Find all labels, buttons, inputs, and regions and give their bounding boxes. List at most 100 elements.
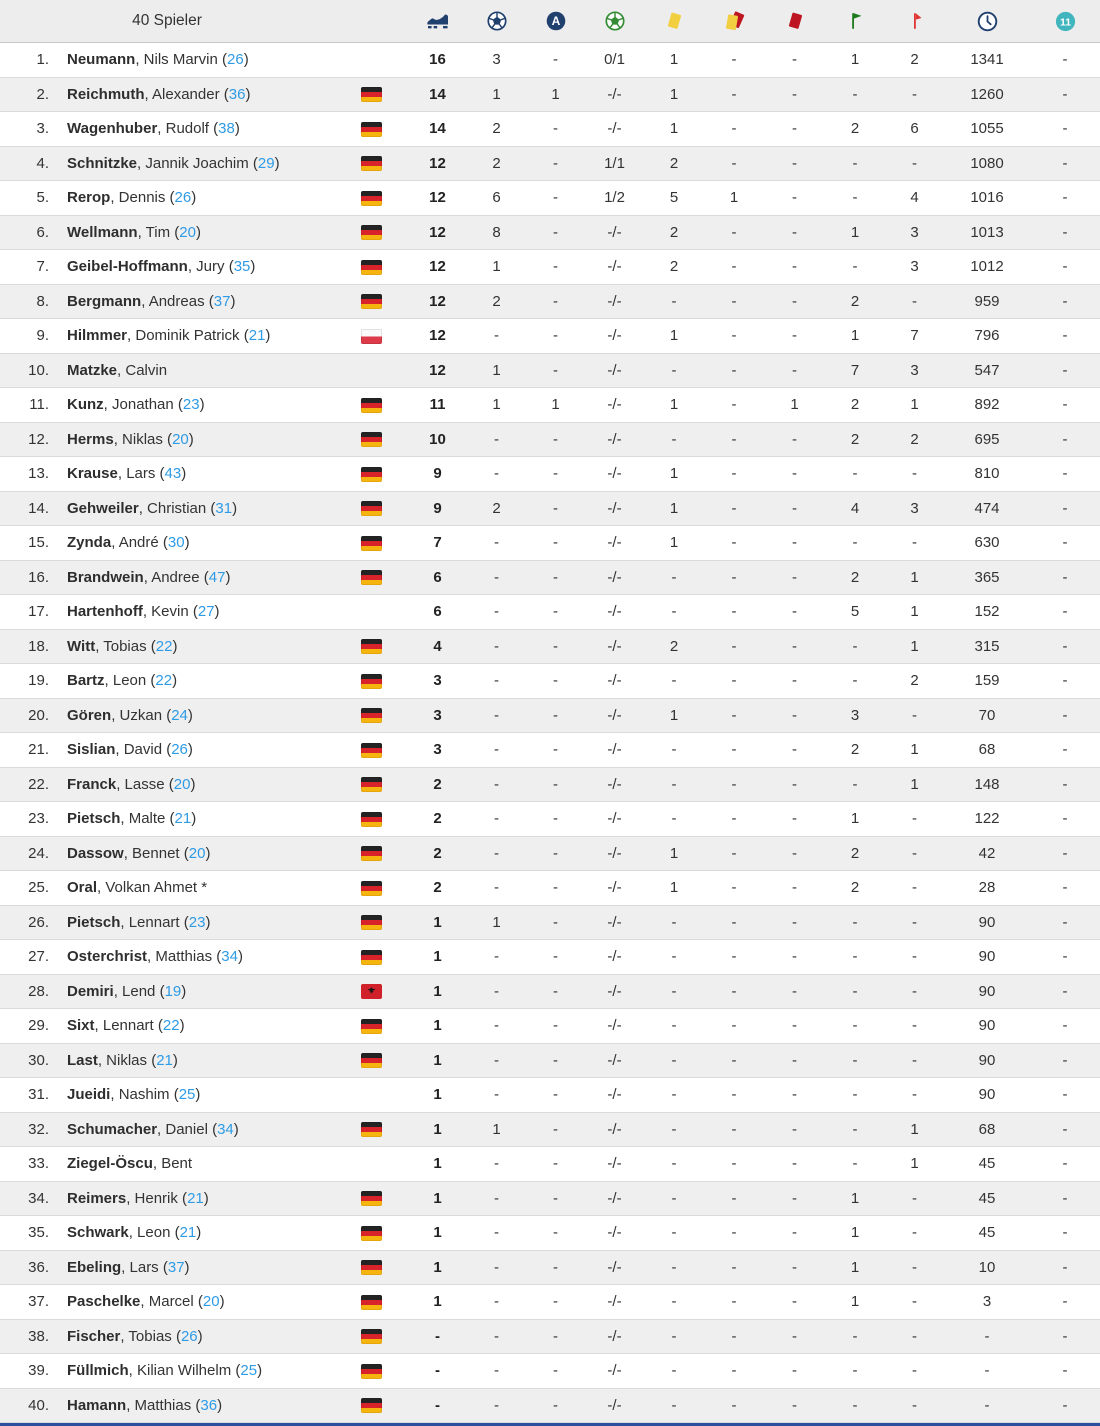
subbed-out-cell: - (885, 146, 945, 181)
yellow-cards-cell: - (644, 1008, 705, 1044)
player-name-link[interactable]: Schwark, Leon (21) (67, 1224, 202, 1242)
player-name-link[interactable]: Füllmich, Kilian Wilhelm (25) (67, 1362, 263, 1380)
player-age-link[interactable]: 25 (178, 1086, 196, 1104)
player-name-link[interactable]: Schumacher, Daniel (34) (67, 1120, 239, 1138)
player-age-link[interactable]: 21 (156, 1051, 173, 1069)
player-name-link[interactable]: Jueidi, Nashim (25) (67, 1086, 201, 1104)
player-name-link[interactable]: Pietsch, Lennart (23) (67, 913, 211, 931)
player-age-link[interactable]: 23 (188, 913, 206, 931)
player-name-link[interactable]: Gehweiler, Christian (31) (67, 499, 238, 517)
player-name-link[interactable]: Reichmuth, Alexander (36) (67, 85, 251, 103)
player-age-link[interactable]: 26 (180, 1327, 198, 1345)
starting-eleven-column-header[interactable]: 11 (1030, 0, 1100, 43)
player-age-link[interactable]: 20 (188, 844, 206, 862)
player-name-link[interactable]: Oral, Volkan Ahmet * (67, 879, 208, 897)
player-name-link[interactable]: Wellmann, Tim (20) (67, 223, 201, 241)
player-surname: Wellmann (67, 223, 138, 241)
player-name-link[interactable]: Sixt, Lennart (22) (67, 1017, 185, 1035)
player-age-link[interactable]: 26 (174, 189, 192, 207)
player-age-link[interactable]: 20 (202, 1293, 220, 1311)
player-name-link[interactable]: Matzke, Calvin (67, 361, 168, 379)
player-age-link[interactable]: 20 (173, 775, 191, 793)
assists-column-header[interactable]: A (526, 0, 586, 43)
player-age-link[interactable]: 22 (155, 637, 173, 655)
player-age-link[interactable]: 47 (208, 568, 226, 586)
player-age-link[interactable]: 25 (240, 1362, 258, 1380)
player-age-link[interactable]: 37 (213, 292, 231, 310)
yellow-cards-column-header[interactable] (644, 0, 705, 43)
player-age-link[interactable]: 23 (182, 396, 200, 414)
player-name-link[interactable]: Hilmmer, Dominik Patrick (21) (67, 327, 271, 345)
player-age-link[interactable]: 36 (228, 85, 246, 103)
player-name-link[interactable]: Osterchrist, Matthias (34) (67, 948, 243, 966)
player-name-link[interactable]: Last, Niklas (21) (67, 1051, 178, 1069)
player-age-link[interactable]: 43 (164, 465, 182, 483)
player-age-link[interactable]: 21 (187, 1189, 204, 1207)
player-age-link[interactable]: 21 (179, 1224, 197, 1242)
player-age-link[interactable]: 26 (171, 741, 188, 759)
player-name-link[interactable]: Brandwein, Andree (47) (67, 568, 231, 586)
player-name-link[interactable]: Geibel-Hoffmann, Jury (35) (67, 258, 256, 276)
player-name-link[interactable]: Krause, Lars (43) (67, 465, 187, 483)
player-name-link[interactable]: Zynda, André (30) (67, 534, 190, 552)
player-name-link[interactable]: Paschelke, Marcel (20) (67, 1293, 225, 1311)
player-age-link[interactable]: 20 (179, 223, 196, 241)
player-name-link[interactable]: Gören, Uzkan (24) (67, 706, 193, 724)
player-name-link[interactable]: Hamann, Matthias (36) (67, 1396, 223, 1414)
player-name-link[interactable]: Fischer, Tobias (26) (67, 1327, 203, 1345)
player-age-link[interactable]: 21 (174, 810, 192, 828)
player-row: 30. Last, Niklas (21) 1- - -/- - - - - -90- (0, 1043, 1100, 1078)
goals-column-header[interactable] (467, 0, 527, 43)
rank-cell: 26. (0, 905, 62, 940)
player-age-link[interactable]: 34 (217, 1120, 234, 1138)
player-name-link[interactable]: Reimers, Henrik (21) (67, 1189, 209, 1207)
minutes-column-header[interactable] (944, 0, 1031, 43)
player-age-link[interactable]: 21 (248, 327, 266, 345)
subbed-out-column-header[interactable] (885, 0, 945, 43)
player-age-link[interactable]: 27 (197, 603, 215, 621)
player-age-link[interactable]: 19 (164, 982, 182, 1000)
player-age-link[interactable]: 35 (233, 258, 251, 276)
player-age-link[interactable]: 26 (227, 51, 244, 69)
subbed-in-cell: 3 (825, 698, 886, 733)
player-name-link[interactable]: Bartz, Leon (22) (67, 672, 178, 690)
player-age-link[interactable]: 22 (162, 1017, 180, 1035)
player-age-link[interactable]: 37 (167, 1258, 185, 1276)
player-age-link[interactable]: 34 (221, 948, 238, 966)
player-row: 36. Ebeling, Lars (37) 1- - -/- - - -1-10- (0, 1250, 1100, 1285)
subbed-in-column-header[interactable] (825, 0, 886, 43)
minutes-cell: 796 (944, 318, 1031, 354)
appearances-cell: 2 (408, 870, 468, 906)
player-age-link[interactable]: 31 (215, 499, 233, 517)
player-name-link[interactable]: Ziegel-Öscu, Bent (67, 1155, 193, 1173)
player-name-link[interactable]: Dassow, Bennet (20) (67, 844, 211, 862)
player-name-link[interactable]: Demiri, Lend (19) (67, 982, 187, 1000)
player-name-link[interactable]: Rerop, Dennis (26) (67, 189, 197, 207)
appearances-column-header[interactable] (408, 0, 468, 43)
flag-de-icon (360, 535, 382, 551)
player-name-link[interactable]: Witt, Tobias (22) (67, 637, 178, 655)
player-name-link[interactable]: Franck, Lasse (20) (67, 775, 196, 793)
player-name-link[interactable]: Pietsch, Malte (21) (67, 810, 197, 828)
player-name-link[interactable]: Hartenhoff, Kevin (27) (67, 603, 220, 621)
player-name-link[interactable]: Schnitzke, Jannik Joachim (29) (67, 154, 280, 172)
player-name-link[interactable]: Sislian, David (26) (67, 741, 193, 759)
player-age-link[interactable]: 24 (171, 706, 188, 724)
player-age-link[interactable]: 36 (200, 1396, 218, 1414)
player-name-link[interactable]: Ebeling, Lars (37) (67, 1258, 190, 1276)
player-name-link[interactable]: Bergmann, Andreas (37) (67, 292, 236, 310)
yellow-red-cards-column-header[interactable] (704, 0, 765, 43)
player-age-link[interactable]: 20 (172, 430, 189, 448)
player-name-link[interactable]: Herms, Niklas (20) (67, 430, 194, 448)
player-name-link[interactable]: Wagenhuber, Rudolf (38) (67, 120, 240, 138)
player-age-link[interactable]: 22 (155, 672, 173, 690)
yellow-cards-cell: - (644, 1112, 705, 1147)
player-age-link[interactable]: 30 (167, 534, 185, 552)
player-age-link[interactable]: 38 (218, 120, 235, 138)
player-age-link[interactable]: 29 (257, 154, 275, 172)
player-name-link[interactable]: Kunz, Jonathan (23) (67, 396, 205, 414)
player-name-link[interactable]: Neumann, Nils Marvin (26) (67, 51, 249, 69)
red-cards-column-header[interactable] (764, 0, 826, 43)
subbed-in-cell: 1 (825, 1215, 886, 1251)
penalty-goals-column-header[interactable] (585, 0, 645, 43)
